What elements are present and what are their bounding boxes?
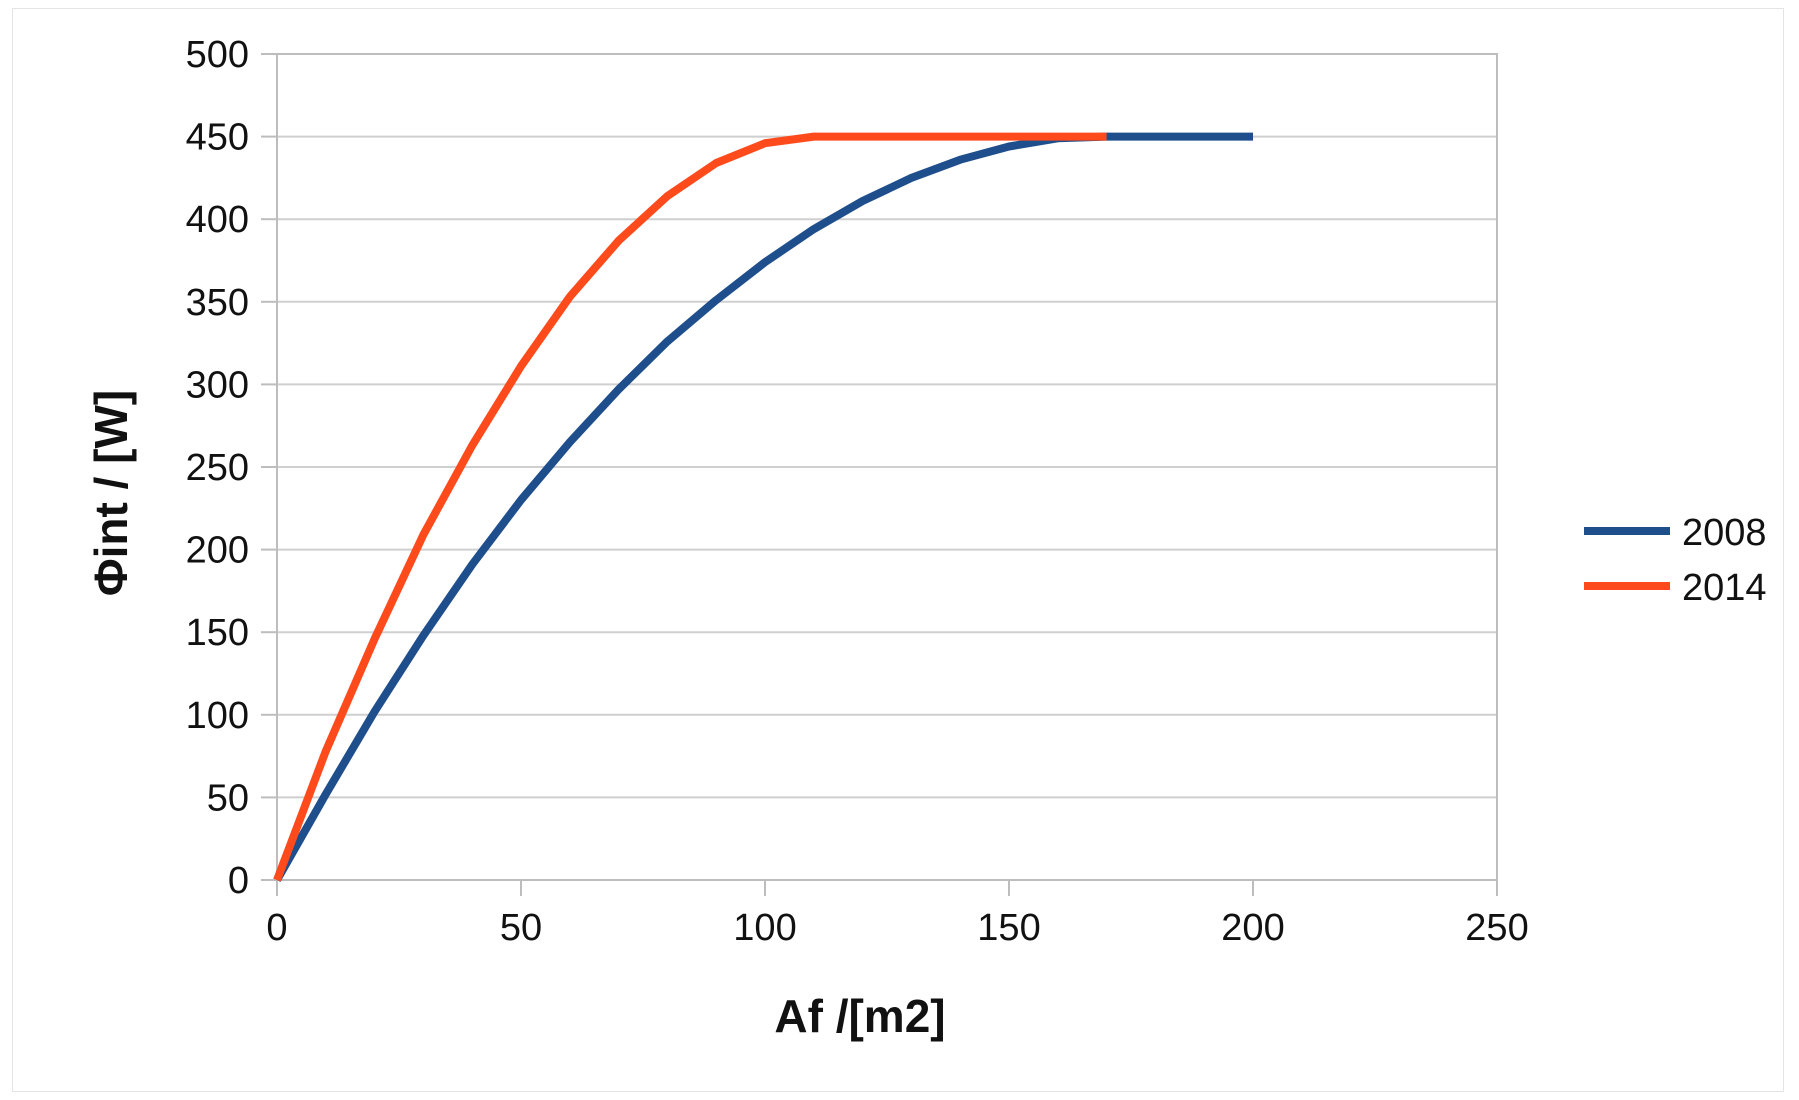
legend-label-2008: 2008 <box>1682 512 1767 554</box>
x-tick-label: 50 <box>500 907 542 949</box>
series-line-2008 <box>273 132 1253 882</box>
legend: 2008 2014 <box>1584 512 1767 609</box>
y-tick-label: 250 <box>186 447 249 489</box>
y-tick-label: 400 <box>186 199 249 241</box>
y-tick-label: 350 <box>186 282 249 324</box>
x-axis-title: Af /[m2] <box>774 990 945 1042</box>
x-tick-label: 100 <box>733 907 796 949</box>
y-axis-ticks: 0 50 100 150 200 250 300 350 400 450 500 <box>186 34 277 902</box>
y-tick-label: 450 <box>186 117 249 159</box>
y-tick-label: 500 <box>186 34 249 76</box>
series-line-2014 <box>273 132 1107 882</box>
y-tick-label: 100 <box>186 695 249 737</box>
series-lines <box>273 132 1253 882</box>
y-tick-label: 200 <box>186 530 249 572</box>
y-axis-title: Φint / [W] <box>85 390 137 596</box>
x-tick-label: 200 <box>1221 907 1284 949</box>
y-tick-label: 150 <box>186 612 249 654</box>
x-axis-ticks: 0 50 100 150 200 250 <box>266 880 1529 949</box>
x-tick-label: 150 <box>977 907 1040 949</box>
legend-label-2014: 2014 <box>1682 567 1767 609</box>
x-tick-label: 0 <box>266 907 287 949</box>
y-tick-label: 50 <box>207 777 249 819</box>
x-tick-label: 250 <box>1465 907 1528 949</box>
y-tick-label: 300 <box>186 364 249 406</box>
y-tick-label: 0 <box>228 860 249 902</box>
